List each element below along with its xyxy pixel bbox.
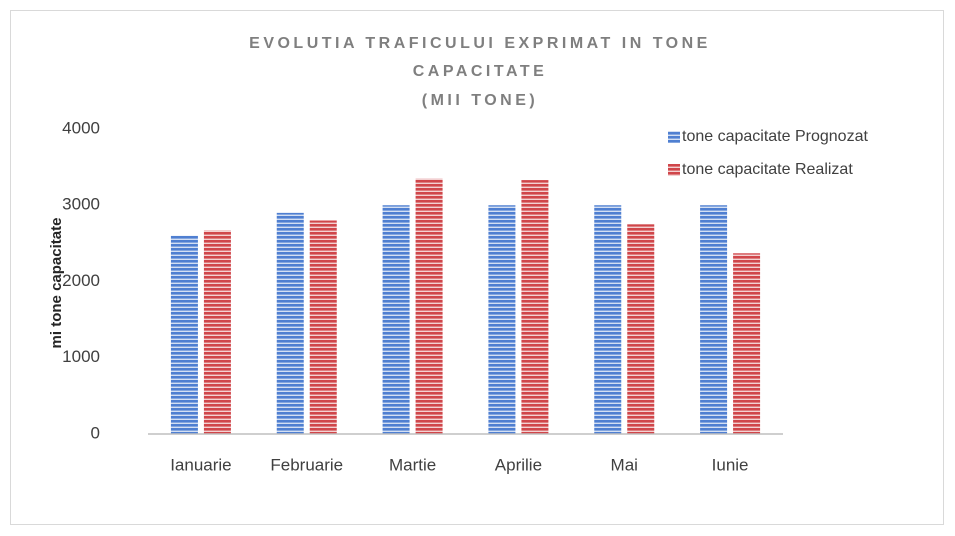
bar bbox=[521, 180, 549, 434]
bar bbox=[488, 205, 516, 434]
bar bbox=[700, 205, 728, 434]
x-tick-label: Martie bbox=[389, 455, 436, 474]
chart-border bbox=[10, 10, 944, 525]
x-tick-label: Iunie bbox=[712, 455, 749, 474]
bar bbox=[627, 224, 655, 434]
bar bbox=[309, 220, 337, 434]
bar bbox=[276, 212, 304, 434]
legend-label: tone capacitate Prognozat bbox=[682, 128, 868, 145]
x-tick-label: Aprilie bbox=[495, 455, 542, 474]
x-tick-label: Ianuarie bbox=[170, 455, 231, 474]
bar bbox=[170, 235, 198, 434]
y-tick-label: 1000 bbox=[62, 347, 100, 366]
bar bbox=[594, 205, 622, 434]
legend-swatch bbox=[668, 164, 680, 176]
bar bbox=[382, 205, 410, 434]
y-tick-label: 4000 bbox=[62, 118, 100, 137]
chart-title: EVOLUTIA TRAFICULUI EXPRIMAT IN TONE bbox=[249, 35, 711, 52]
legend-swatch bbox=[668, 131, 680, 143]
chart-subtitle: (MII TONE) bbox=[422, 92, 538, 109]
y-tick-label: 2000 bbox=[62, 271, 100, 290]
y-axis-title: mi tone capacitate bbox=[48, 218, 65, 349]
bar bbox=[415, 178, 443, 434]
legend-label: tone capacitate Realizat bbox=[682, 161, 853, 178]
x-tick-label: Mai bbox=[611, 455, 638, 474]
x-tick-label: Februarie bbox=[270, 455, 343, 474]
bar bbox=[733, 253, 761, 434]
chart-title: CAPACITATE bbox=[413, 63, 548, 80]
y-tick-label: 3000 bbox=[62, 195, 100, 214]
y-tick-label: 0 bbox=[91, 423, 100, 442]
bar bbox=[203, 230, 231, 434]
